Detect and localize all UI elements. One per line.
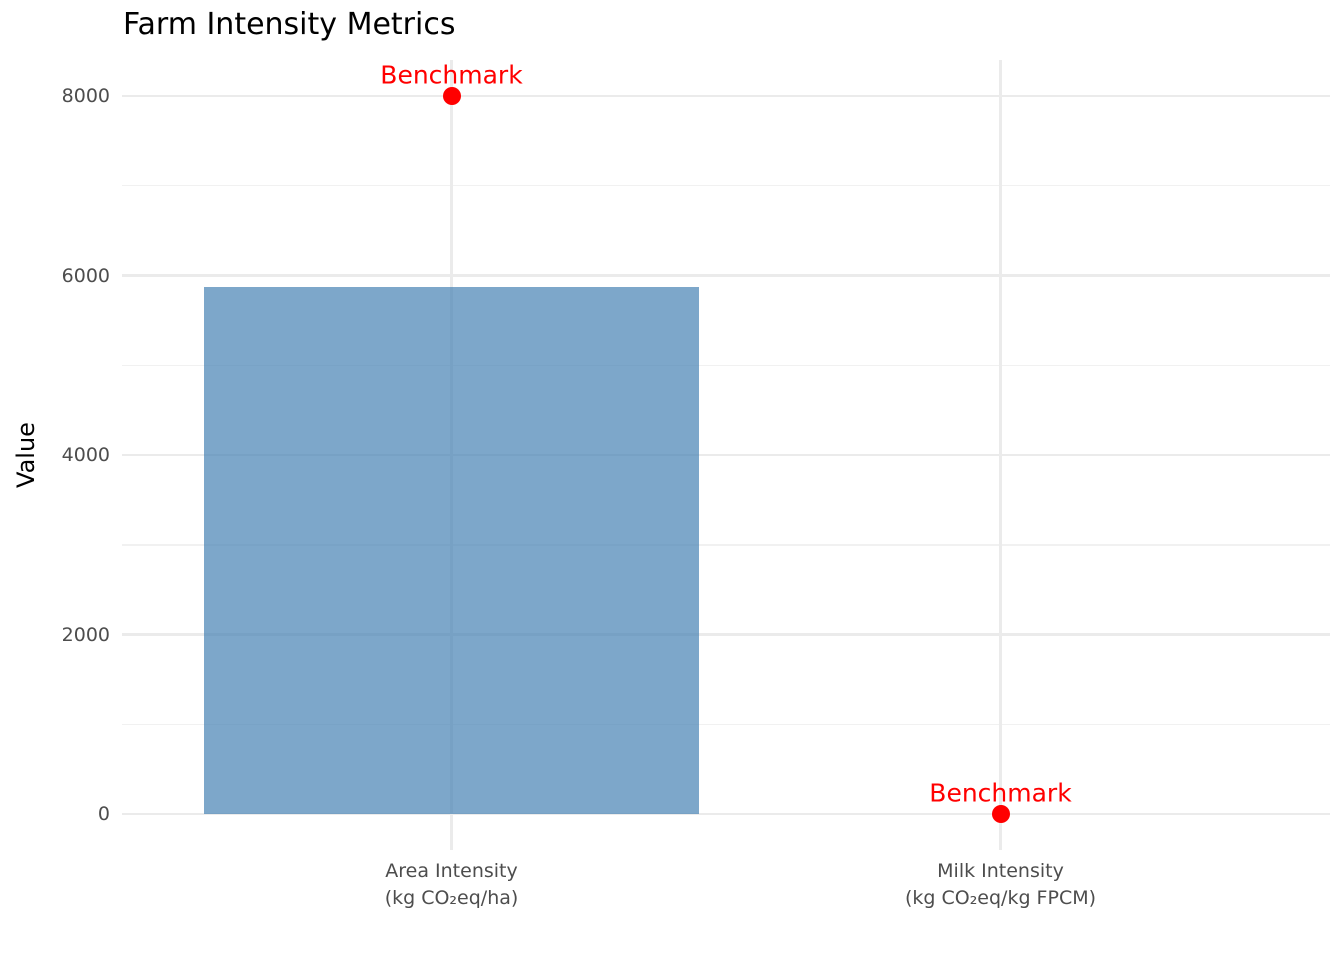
- y-tick-label: 6000: [61, 264, 110, 287]
- x-tick-label-line: Area Intensity: [385, 860, 518, 882]
- benchmark-label: Benchmark: [380, 60, 523, 90]
- y-tick-label: 0: [97, 803, 110, 826]
- y-tick-label: 8000: [61, 84, 110, 107]
- gridline-vertical-major: [999, 60, 1002, 850]
- chart-title: Farm Intensity Metrics: [123, 7, 456, 42]
- x-tick-label-line: Milk Intensity: [937, 860, 1064, 882]
- gridline-horizontal-minor: [122, 184, 1330, 187]
- gridline-horizontal-major: [122, 812, 1330, 816]
- x-tick-label-line: (kg CO₂eq/ha): [384, 887, 519, 909]
- gridline-horizontal-major: [122, 453, 1330, 457]
- gridline-horizontal-major: [122, 274, 1330, 277]
- gridline-horizontal-minor: [122, 364, 1330, 366]
- y-tick-label: 2000: [61, 623, 110, 646]
- plot-panel: Benchmark Benchmark: [122, 60, 1330, 850]
- gridline-horizontal-major: [122, 94, 1330, 98]
- benchmark-point: [991, 805, 1010, 824]
- benchmark-label: Benchmark: [929, 778, 1072, 808]
- gridline-horizontal-minor: [122, 723, 1330, 726]
- x-tick-label-line: (kg CO₂eq/kg FPCM): [904, 887, 1097, 909]
- x-tick-label: Milk Intensity (kg CO₂eq/kg FPCM): [781, 858, 1221, 912]
- x-tick-label: Area Intensity (kg CO₂eq/ha): [232, 858, 672, 912]
- y-tick-label: 4000: [61, 444, 110, 466]
- gridline-horizontal-minor: [122, 544, 1330, 546]
- bar-0: [204, 287, 699, 815]
- gridline-horizontal-major: [122, 633, 1330, 636]
- benchmark-point: [442, 86, 461, 105]
